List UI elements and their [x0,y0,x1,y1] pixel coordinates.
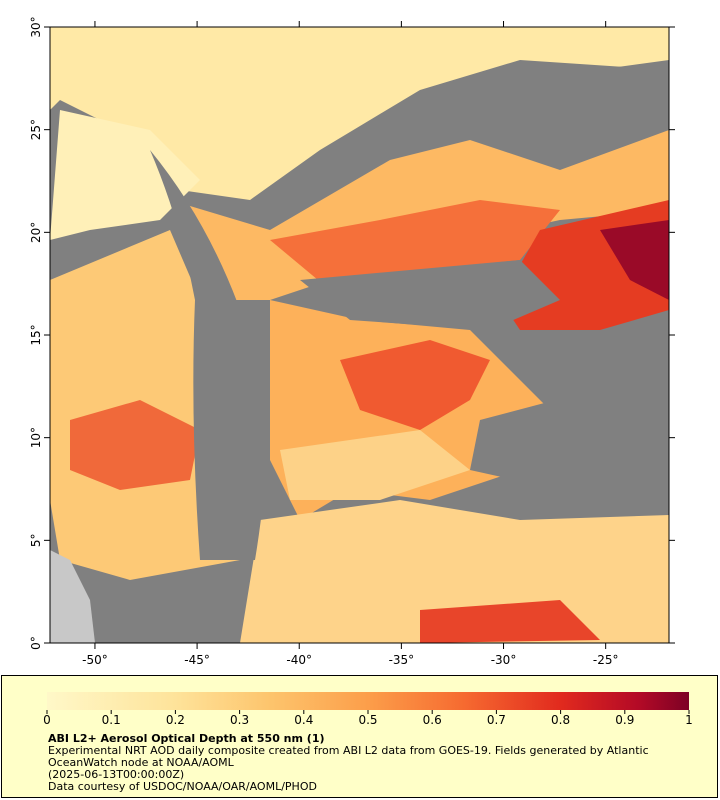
lat-tick-label: 0° [29,636,43,650]
colorbar-tick-label: 0.8 [551,713,570,727]
caption-timestamp: (2025-06-13T00:00:00Z) [48,768,185,781]
axes: -50° -45° -40° -35° -30° -25° 0° 5° 10° 15° 20° 25°… [29,16,675,667]
lat-tick-label: 15° [29,324,43,345]
map: -50° -45° -40° -35° -30° -25° 0° 5° 10° 15° 20° 25°… [29,16,675,667]
caption-description: Experimental NRT AOD daily composite cre… [48,744,649,769]
colorbar-tick-label: 1 [685,713,693,727]
lon-tick-label: -45° [184,653,210,667]
colorbar-tick-label: 0.3 [230,713,249,727]
aod-imagery [50,27,669,643]
lat-tick-label: 30° [29,16,43,37]
colorbar-tick-label: 0.5 [358,713,377,727]
colorbar-tick-label: 0.6 [423,713,442,727]
lon-tick-label: -40° [286,653,312,667]
lat-tick-label: 20° [29,222,43,243]
colorbar-tick-label: 0.9 [615,713,634,727]
colorbar-tick-label: 0.2 [166,713,185,727]
lon-tick-label: -35° [389,653,415,667]
lon-tick-label: -25° [593,653,619,667]
colorbar-tick-label: 0.1 [102,713,121,727]
lon-tick-label: -30° [491,653,517,667]
caption-title: ABI L2+ Aerosol Optical Depth at 550 nm … [48,732,325,745]
caption-credit: Data courtesy of USDOC/NOAA/OAR/AOML/PHO… [48,780,317,793]
colorbar-ramp [47,692,689,710]
lat-tick-label: 10° [29,427,43,448]
lat-tick-label: 5° [29,534,43,548]
colorbar-tick-label: 0 [43,713,51,727]
colorbar-tick-label: 0.4 [294,713,313,727]
lon-tick-label: -50° [82,653,108,667]
lat-tick-label: 25° [29,119,43,140]
colorbar-tick-label: 0.7 [487,713,506,727]
colorbar: 0 0.1 0.2 0.3 0.4 0.5 0.6 0.7 0.8 0.9 1 [43,692,693,727]
